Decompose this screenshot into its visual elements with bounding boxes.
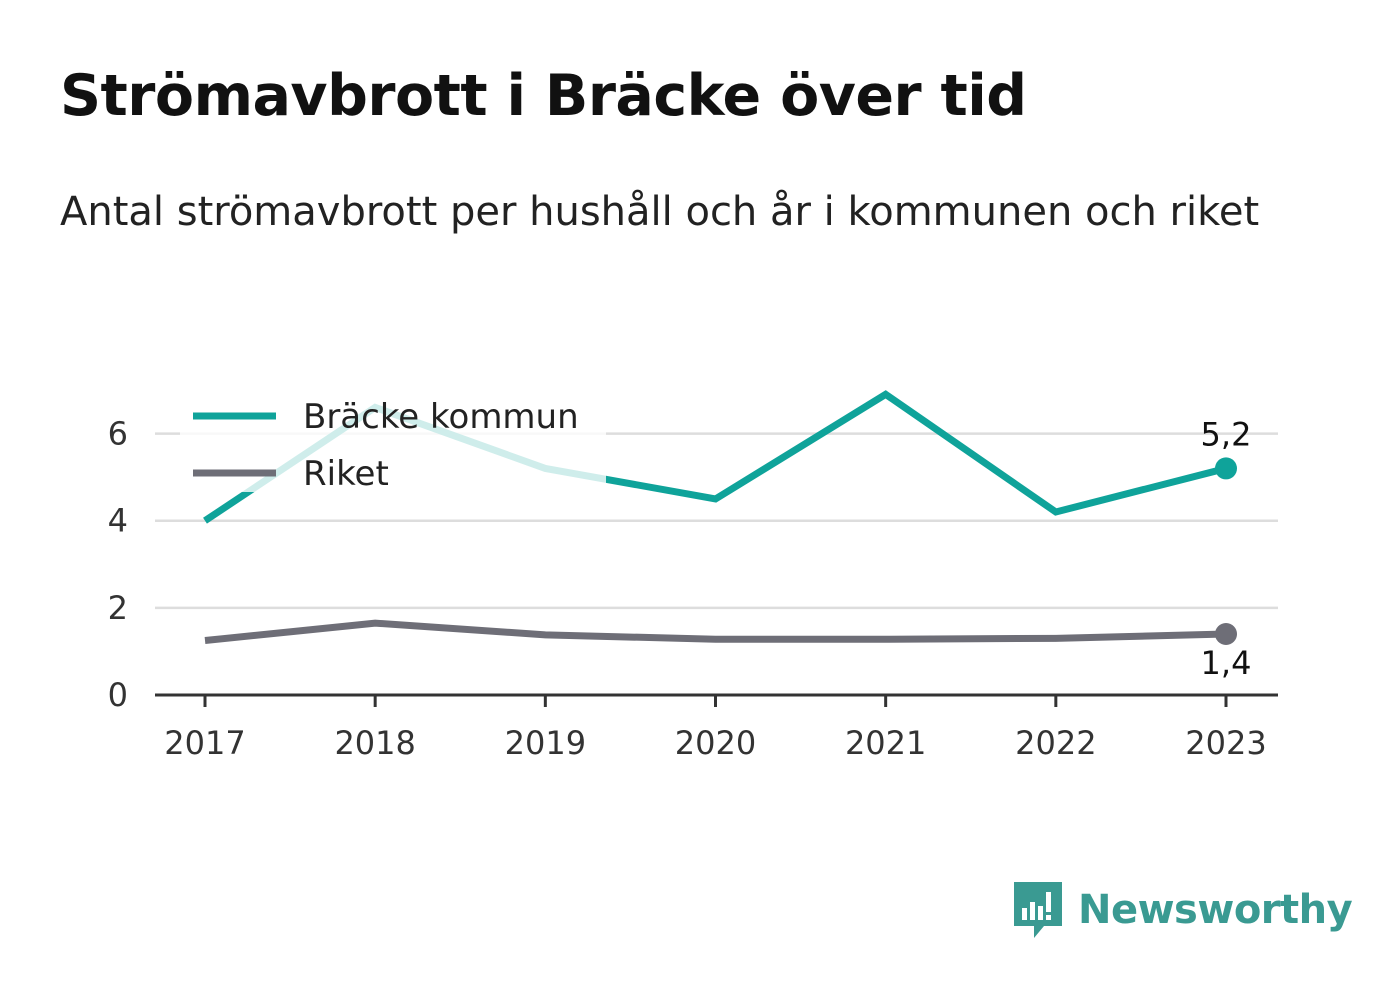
series-line-1 bbox=[204, 619, 1227, 645]
x-tick-label: 2017 bbox=[164, 724, 245, 762]
y-tick-label: 4 bbox=[108, 502, 128, 540]
newsworthy-bar-chart-speech-bubble-icon bbox=[1014, 882, 1062, 938]
y-tick-label: 0 bbox=[108, 676, 128, 714]
chart-subtitle: Antal strömavbrott per hushåll och år i … bbox=[60, 189, 1260, 235]
legend-label-1: Riket bbox=[303, 454, 389, 494]
x-tick-label: 2023 bbox=[1185, 724, 1266, 762]
y-tick-label: 6 bbox=[108, 415, 128, 453]
y-tick-label: 2 bbox=[108, 589, 128, 627]
end-value-label-0: 5,2 bbox=[1201, 415, 1252, 453]
x-tick-label: 2021 bbox=[845, 724, 926, 762]
end-value-label-1: 1,4 bbox=[1201, 644, 1252, 682]
x-tick-label: 2018 bbox=[334, 724, 415, 762]
x-tick-label: 2020 bbox=[675, 724, 756, 762]
brand-name: Newsworthy bbox=[1078, 887, 1353, 933]
end-point-1 bbox=[1215, 623, 1237, 645]
x-tick-label: 2022 bbox=[1015, 724, 1096, 762]
x-tick-label: 2019 bbox=[505, 724, 586, 762]
legend-label-0: Bräcke kommun bbox=[303, 397, 579, 437]
end-point-0 bbox=[1215, 457, 1237, 480]
newsworthy-logo: Newsworthy bbox=[1010, 878, 1353, 942]
chart-title: Strömavbrott i Bräcke över tid bbox=[60, 63, 1027, 129]
